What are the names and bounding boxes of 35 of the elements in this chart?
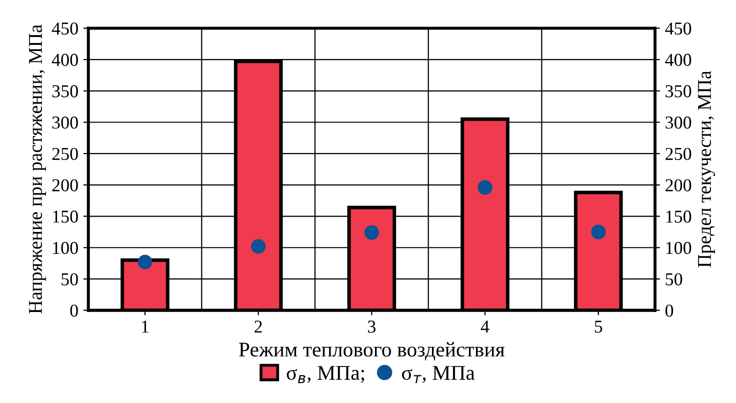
y2-tick-label: 250 bbox=[666, 148, 692, 160]
legend-label: σ$_{т}$, МПа bbox=[402, 366, 475, 384]
y2-tick-label: 50 bbox=[666, 273, 682, 286]
x-tick-label: 1 bbox=[142, 320, 148, 333]
y-tick-label: 250 bbox=[52, 148, 78, 160]
y-tick-label: 300 bbox=[52, 116, 78, 129]
y-tick-label: 0 bbox=[70, 304, 78, 317]
y2-tick-label: 0 bbox=[665, 304, 674, 317]
point bbox=[478, 180, 492, 195]
y2-axis-title: Предел текучести, МПа bbox=[698, 70, 716, 268]
point bbox=[251, 239, 266, 254]
y-tick-label: 150 bbox=[53, 210, 78, 223]
point bbox=[364, 225, 379, 240]
y-tick-label: 200 bbox=[52, 179, 78, 192]
y2-tick-label: 300 bbox=[666, 116, 692, 129]
y-axis-title: Напряжение при растяжении, МПа bbox=[29, 24, 46, 314]
y-tick-label: 100 bbox=[53, 242, 78, 254]
y2-tick-label: 450 bbox=[665, 22, 692, 35]
x-tick-label: 2 bbox=[254, 320, 262, 333]
y-tick-label: 450 bbox=[52, 22, 78, 35]
y2-tick-label: 100 bbox=[666, 242, 692, 254]
y2-tick-label: 400 bbox=[665, 54, 692, 66]
y2-tick-label: 150 bbox=[666, 210, 692, 223]
x-tick-label: 4 bbox=[480, 320, 490, 333]
y2-tick-label: 350 bbox=[666, 85, 692, 98]
point bbox=[138, 254, 152, 270]
y-tick-label: 50 bbox=[62, 273, 78, 286]
y2-tick-label: 200 bbox=[666, 179, 692, 192]
y-tick-label: 400 bbox=[52, 54, 78, 66]
x-axis-title: Режим теплового воздействия bbox=[239, 342, 505, 360]
legend-label: σ$_{в}$, МПа; bbox=[286, 366, 364, 384]
y-tick-label: 350 bbox=[52, 85, 78, 98]
x-tick-label: 3 bbox=[368, 320, 376, 333]
x-tick-label: 5 bbox=[594, 320, 602, 333]
point bbox=[591, 224, 606, 240]
